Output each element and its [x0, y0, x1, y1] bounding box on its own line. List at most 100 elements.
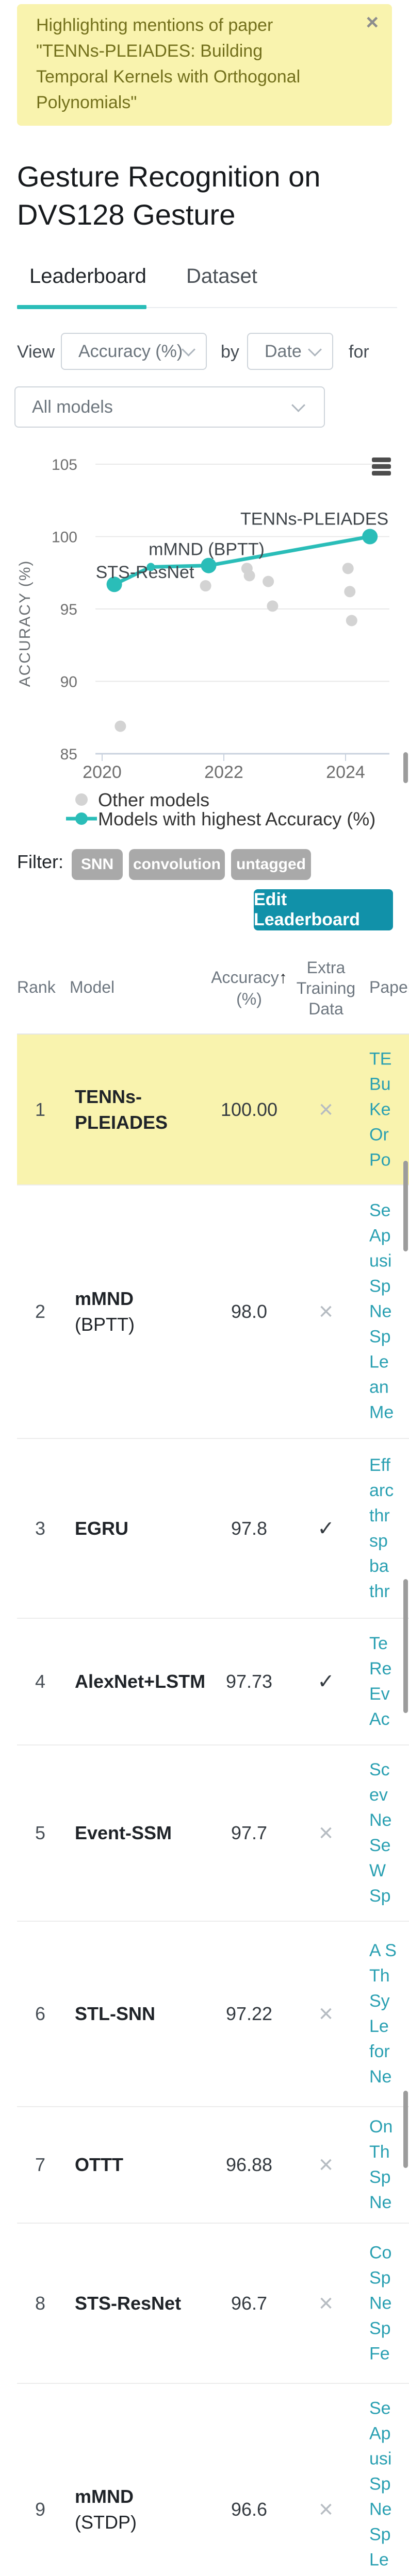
table-row: 5 Event-SSM 97.7 × Sc ev Ne Se W Sp — [17, 1745, 409, 1922]
view-label: View — [17, 342, 55, 362]
paper-link[interactable]: Sc ev Ne Se W Sp — [369, 1760, 392, 1906]
by-label: by — [221, 342, 239, 362]
model-name: AlexNet+LSTM — [75, 1671, 206, 1692]
legend-other-models-marker — [75, 793, 88, 806]
sota-model-point — [201, 557, 217, 573]
rank-value: 8 — [35, 2292, 46, 2314]
model-name: EGRU — [75, 1517, 129, 1539]
model-name: TENNs- PLEIADES — [75, 1086, 168, 1133]
filter-tag-untagged[interactable]: untagged — [231, 849, 311, 880]
other-model-point — [200, 580, 211, 592]
vertical-scrollbar-thumb[interactable] — [403, 1579, 408, 1713]
group-by-select-value: Date — [265, 341, 302, 361]
other-model-point — [344, 586, 356, 598]
active-tab-indicator — [17, 305, 146, 309]
rank-value: 4 — [35, 1671, 46, 1692]
extra-training-data-mark: × — [318, 1096, 334, 1123]
group-by-select[interactable]: Date — [247, 333, 333, 370]
model-name: mMND (BPTT) — [75, 1288, 135, 1335]
accuracy-value: 98.0 — [231, 1301, 268, 1322]
model-name: Event-SSM — [75, 1822, 172, 1843]
y-axis-label: ACCURACY (%) — [17, 560, 34, 687]
accuracy-value: 97.73 — [225, 1671, 273, 1692]
metric-select-value: Accuracy (%) — [78, 341, 183, 361]
legend-other-models-label: Other models — [98, 789, 209, 810]
models-filter-select[interactable]: All models — [14, 386, 325, 428]
table-row: 3 EGRU 97.8 ✓ Eff arc thr sp ba thr — [17, 1439, 409, 1619]
model-name: mMND (STDP) — [75, 2485, 137, 2533]
chart-menu-icon[interactable] — [372, 464, 391, 469]
table-row: 7 OTTT 96.88 × On Th Sp Ne — [17, 2107, 409, 2224]
for-label: for — [349, 342, 369, 362]
table-row: 8 STS-ResNet 96.7 × Co Sp Ne Sp Fe — [17, 2224, 409, 2384]
extra-training-data-mark: × — [318, 2496, 334, 2523]
paper-link[interactable]: TE Bu Ke Or Po — [369, 1049, 392, 1170]
extra-training-data-mark: ✓ — [317, 1517, 335, 1540]
legend-sota-label: Models with highest Accuracy (%) — [98, 808, 375, 829]
other-model-point — [114, 720, 126, 732]
edit-leaderboard-button[interactable]: Edit Leaderboard — [254, 889, 393, 930]
paper-link[interactable]: A S Th Sy Le for Ne — [369, 1941, 397, 2087]
tab-dataset[interactable]: Dataset — [186, 265, 257, 287]
chevron-down-icon — [182, 342, 195, 357]
svg-text:90: 90 — [60, 674, 77, 691]
vertical-scrollbar-thumb[interactable] — [403, 1161, 408, 1251]
header-divider — [17, 1033, 409, 1035]
filter-label: Filter: — [17, 851, 63, 872]
paper-link[interactable]: Eff arc thr sp ba thr — [369, 1455, 394, 1601]
svg-text:95: 95 — [60, 601, 77, 618]
sota-model-point — [362, 529, 378, 545]
paper-link[interactable]: On Th Sp Ne — [369, 2117, 393, 2212]
col-header-paper: Paper — [369, 978, 409, 996]
other-model-point — [346, 615, 357, 626]
sort-ascending-icon: ↑ — [279, 968, 287, 987]
close-icon[interactable]: × — [366, 10, 379, 34]
accuracy-value: 96.88 — [225, 2154, 273, 2175]
data-point-label: mMND (BPTT) — [149, 540, 265, 560]
table-row: 2 mMND (BPTT) 98.0 × Se Ap usi Sp Ne Sp Le an Me — [17, 1185, 409, 1439]
tab-track — [17, 307, 397, 308]
data-point-label: STS-ResNet — [96, 563, 194, 582]
table-row: 1 TENNs- PLEIADES 100.00 × TE Bu Ke Or Po — [17, 1035, 409, 1185]
accuracy-value: 100.00 — [220, 1098, 278, 1120]
accuracy-over-time-chart: 105 100 95 90 85 2020 2022 2024 ACCURACY (%) STS-… — [17, 456, 391, 829]
accuracy-value: 97.8 — [231, 1517, 268, 1539]
vertical-scrollbar-thumb[interactable] — [403, 2091, 408, 2168]
rank-value: 6 — [35, 2003, 46, 2024]
paper-link[interactable]: Te Re Ev Ac — [369, 1634, 392, 1729]
other-model-point — [243, 570, 255, 582]
accuracy-value: 96.7 — [231, 2292, 268, 2314]
vertical-scrollbar-thumb[interactable] — [403, 752, 408, 783]
svg-text:100: 100 — [52, 529, 77, 546]
models-filter-value: All models — [32, 397, 113, 417]
data-point-label: TENNs-PLEIADES — [240, 510, 388, 529]
rank-value: 1 — [35, 1098, 46, 1120]
highlight-banner: Highlighting mentions of paper "TENNs-PL… — [17, 4, 392, 126]
tab-leaderboard[interactable]: Leaderboard — [29, 265, 146, 287]
rank-value: 3 — [35, 1517, 46, 1539]
rank-value: 7 — [35, 2154, 46, 2175]
svg-text:2020: 2020 — [83, 762, 122, 782]
extra-training-data-mark: × — [318, 1298, 334, 1326]
metric-select[interactable]: Accuracy (%) — [61, 333, 207, 370]
extra-training-data-mark: ✓ — [317, 1670, 335, 1693]
sota-model-point — [146, 563, 155, 571]
filter-tag-snn[interactable]: SNN — [72, 849, 123, 880]
other-model-point — [342, 563, 354, 574]
filter-tag-convolution[interactable]: convolution — [129, 849, 225, 880]
paper-link[interactable]: Co Sp Ne Sp Fe — [369, 2243, 392, 2363]
extra-training-data-mark: × — [318, 2290, 334, 2317]
rank-value: 2 — [35, 1301, 46, 1322]
rank-value: 5 — [35, 1822, 46, 1843]
chart-menu-icon[interactable] — [372, 457, 391, 462]
col-header-accuracy[interactable]: Accuracy↑ (%) — [211, 968, 287, 1008]
accuracy-value: 97.22 — [225, 2003, 273, 2024]
other-model-point — [267, 600, 279, 612]
svg-text:2022: 2022 — [204, 762, 243, 782]
page-title: Gesture Recognition on DVS128 Gesture — [17, 160, 321, 231]
extra-training-data-mark: × — [318, 2000, 334, 2028]
chart-menu-icon[interactable] — [372, 471, 391, 476]
